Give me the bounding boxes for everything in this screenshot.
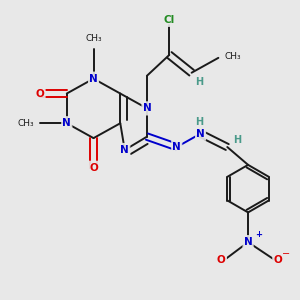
Text: −: − [282, 249, 290, 259]
Text: H: H [195, 117, 203, 128]
Text: N: N [196, 127, 206, 140]
Text: N: N [89, 74, 98, 84]
Text: CH₃: CH₃ [224, 52, 241, 61]
Text: CH₃: CH₃ [84, 33, 103, 43]
Text: H: H [195, 76, 203, 87]
Text: CH₃: CH₃ [85, 34, 102, 43]
Text: CH₃: CH₃ [15, 118, 34, 128]
Text: N: N [172, 142, 181, 152]
Text: CH₃: CH₃ [224, 51, 244, 62]
Text: N: N [62, 118, 71, 128]
Text: H: H [233, 135, 241, 145]
Text: O: O [36, 88, 44, 98]
Text: N: N [143, 103, 152, 113]
Text: O: O [273, 254, 283, 266]
Text: N: N [196, 129, 205, 139]
Text: Cl: Cl [164, 15, 175, 25]
Text: O: O [216, 254, 226, 266]
Text: N: N [243, 236, 253, 249]
Text: N: N [244, 237, 253, 247]
Text: N: N [120, 143, 130, 157]
Text: O: O [217, 255, 226, 265]
Text: O: O [273, 255, 282, 265]
Text: O: O [35, 87, 45, 100]
Text: Cl: Cl [163, 13, 176, 26]
Text: N: N [120, 145, 129, 155]
Text: N: N [88, 72, 98, 85]
Text: N: N [62, 117, 72, 130]
Text: O: O [89, 163, 98, 173]
Text: N: N [142, 102, 152, 115]
Text: H: H [194, 76, 204, 87]
Text: H: H [232, 135, 242, 145]
Text: +: + [256, 230, 262, 239]
Text: CH₃: CH₃ [17, 119, 34, 128]
Text: O: O [88, 161, 98, 174]
Text: N: N [172, 140, 182, 154]
Text: H: H [194, 117, 204, 128]
